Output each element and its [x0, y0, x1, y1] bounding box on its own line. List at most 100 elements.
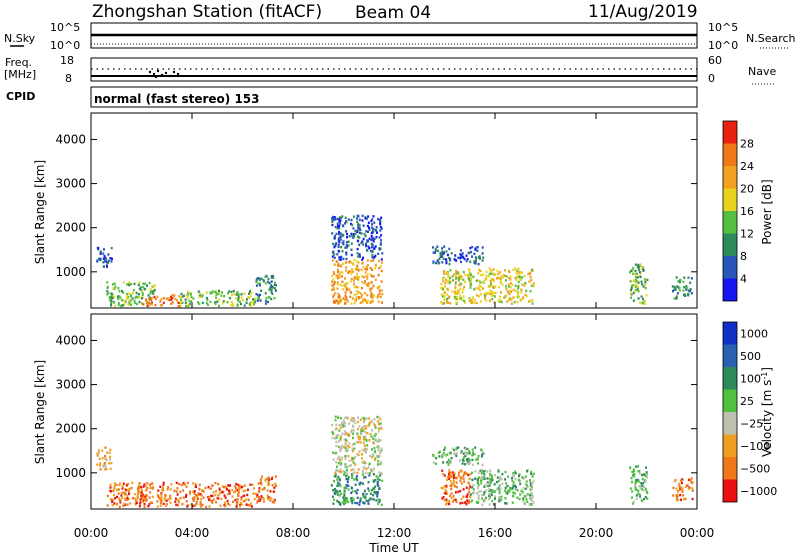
- power-cell-6: [342, 257, 345, 261]
- velocity-cell-1: [163, 498, 166, 501]
- velocity-cell-1: [186, 481, 189, 485]
- velocity-cell-2: [273, 501, 276, 504]
- velocity-cell-0: [109, 455, 112, 459]
- power-cell-6: [367, 221, 370, 224]
- velocity-cell-5: [445, 498, 448, 501]
- power-cell-7: [499, 277, 502, 281]
- power-cell-10: [675, 295, 678, 298]
- velocity-cell-3: [333, 498, 336, 501]
- velocity-cell-9: [691, 489, 694, 492]
- power-cell-5: [359, 292, 362, 295]
- power-cell-2: [142, 302, 145, 306]
- power-scatter: [96, 214, 693, 308]
- velocity-cell-3: [377, 498, 380, 501]
- power-cell-7: [492, 268, 495, 271]
- velocity-cell-4: [346, 433, 349, 436]
- power-cell-4: [264, 299, 267, 303]
- velocity-cell-6: [479, 469, 482, 472]
- power-cell-5: [332, 301, 335, 304]
- power-cell-0: [102, 257, 105, 261]
- velocity-cell-4: [373, 418, 376, 421]
- power-cell-3: [220, 294, 223, 297]
- velocity-cell-6: [507, 491, 510, 494]
- velocity-cell-0: [106, 451, 109, 454]
- velocity-cell-4: [372, 442, 375, 445]
- velocity-cell-4: [352, 461, 355, 464]
- freq-tick-bottom: 8: [65, 72, 72, 85]
- velocity-cell-7: [449, 451, 452, 454]
- velocity-cell-4: [344, 463, 347, 466]
- velocity-cell-6: [523, 477, 526, 480]
- power-cell-1: [114, 304, 117, 308]
- power-cell-9: [632, 299, 635, 302]
- power-cell-7: [460, 275, 463, 278]
- velocity-cell-4: [364, 435, 367, 438]
- power-cell-7: [459, 287, 462, 291]
- velocity-cell-1: [124, 497, 126, 500]
- power-cell-5: [337, 292, 340, 296]
- velocity-cell-4: [344, 441, 347, 444]
- power-cell-5: [357, 286, 359, 289]
- power-cell-1: [142, 282, 145, 285]
- velocity-cell-6: [488, 489, 491, 492]
- power-cell-6: [338, 258, 341, 261]
- power-cell-1: [110, 301, 113, 304]
- velocity-cell-7: [481, 453, 483, 457]
- power-cell-6: [347, 218, 350, 221]
- power-cell-7: [477, 272, 480, 275]
- power-cell-5: [356, 273, 358, 276]
- velocity-cell-5: [468, 477, 471, 481]
- power-cell-10: [678, 280, 681, 284]
- power-cell-0: [104, 260, 107, 263]
- velocity-cell-6: [485, 489, 488, 492]
- power-cell-9: [629, 280, 632, 283]
- velocity-cell-4: [366, 432, 369, 435]
- velocity-cell-7: [447, 461, 450, 464]
- velocity-cell-4: [378, 471, 381, 474]
- velocity-cell-1: [227, 484, 230, 487]
- power-cell-7: [489, 289, 492, 292]
- velocity-cell-4: [370, 435, 373, 438]
- velocity-cell-5: [447, 476, 450, 479]
- velocity-cell-3: [337, 475, 340, 479]
- velocity-cell-1: [148, 483, 151, 487]
- power-cell-3: [240, 296, 243, 299]
- velocity-cell-1: [185, 495, 187, 498]
- velocity-cell-7: [468, 452, 471, 455]
- power-cell-1: [131, 292, 134, 295]
- velocity-cell-2: [258, 496, 260, 499]
- velocity-cell-4: [344, 416, 347, 419]
- velocity-cell-1: [235, 505, 238, 508]
- power-cell-7: [515, 278, 518, 282]
- power-cell-7: [451, 275, 454, 278]
- velocity-cell-1: [142, 493, 144, 496]
- power-cell-1: [153, 284, 156, 287]
- power-cell-5: [348, 260, 351, 264]
- velocity-cell-5: [457, 474, 460, 477]
- power-cell-7: [489, 280, 492, 283]
- power-cell-3: [240, 293, 243, 296]
- power-cell-1: [110, 296, 113, 299]
- velocity-cell-2: [256, 501, 259, 504]
- power-cell-7: [503, 296, 506, 299]
- power-cell-7: [475, 279, 478, 282]
- velocity-cell-1: [193, 496, 196, 499]
- power-cell-6: [362, 224, 365, 227]
- velocity-colorbar-tick: 100: [740, 372, 761, 385]
- velocity-cell-8: [644, 474, 647, 478]
- power-cell-3: [205, 301, 208, 305]
- velocity-colorbar-tick: 500: [740, 350, 761, 363]
- velocity-cell-1: [182, 481, 185, 485]
- velocity-cell-9: [679, 486, 682, 489]
- velocity-cell-1: [169, 497, 172, 500]
- power-cell-4: [274, 289, 277, 292]
- power-cell-9: [642, 269, 645, 272]
- power-cell-5: [348, 270, 351, 273]
- power-cell-10: [684, 294, 686, 297]
- velocity-cell-5: [449, 479, 452, 483]
- power-cell-9: [637, 290, 640, 293]
- power-cell-3: [209, 292, 212, 295]
- power-cell-7: [463, 285, 466, 289]
- power-cell-5: [352, 297, 354, 300]
- velocity-cell-1: [138, 484, 141, 487]
